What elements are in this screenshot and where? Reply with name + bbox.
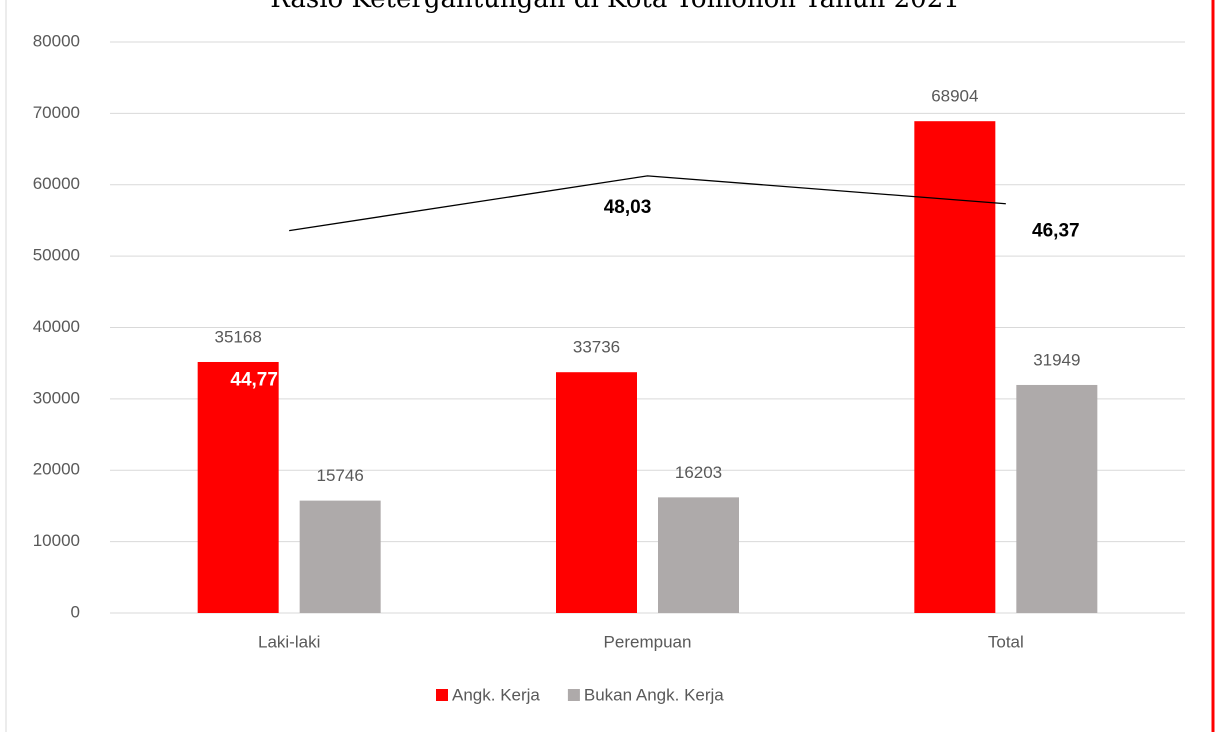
legend-swatch — [567, 689, 580, 701]
bar — [658, 497, 739, 613]
x-tick-label: Total — [988, 632, 1024, 651]
x-tick-label: Laki-laki — [258, 632, 320, 651]
legend-swatch — [436, 689, 448, 701]
bar-value-label: 35168 — [215, 327, 262, 346]
bar — [556, 372, 637, 613]
ratio-line — [289, 175, 1006, 232]
y-tick-label: 10000 — [33, 531, 80, 550]
x-tick-label: Perempuan — [604, 632, 692, 651]
y-tick-label: 0 — [71, 602, 80, 621]
y-tick-label: 70000 — [33, 103, 80, 122]
y-tick-label: 80000 — [33, 31, 80, 50]
bar — [914, 121, 996, 614]
bar — [299, 500, 381, 613]
y-tick-label: 50000 — [33, 246, 80, 265]
line-value-label: 48,03 — [604, 197, 652, 218]
y-tick-label: 40000 — [33, 317, 80, 336]
line-value-label: 46,37 — [1032, 221, 1080, 242]
bar — [197, 361, 279, 613]
y-tick-label: 30000 — [33, 388, 80, 407]
y-tick-label: 60000 — [33, 174, 80, 193]
bar-value-label: 68904 — [931, 87, 978, 106]
bar-value-label: 16203 — [675, 463, 722, 482]
y-tick-label: 20000 — [33, 460, 80, 479]
bar-value-label: 15746 — [317, 466, 364, 485]
bar-value-label: 33736 — [573, 338, 620, 357]
line-value-label: 44,77 — [230, 370, 278, 391]
bar-value-label: 31949 — [1033, 350, 1080, 369]
bar — [1016, 384, 1098, 613]
legend-label: Angk. Kerja — [452, 685, 540, 704]
legend-label: Bukan Angk. Kerja — [584, 685, 724, 704]
chart-title: Rasio Ketergantungan di Kota Tomohon Tah… — [270, 0, 960, 14]
